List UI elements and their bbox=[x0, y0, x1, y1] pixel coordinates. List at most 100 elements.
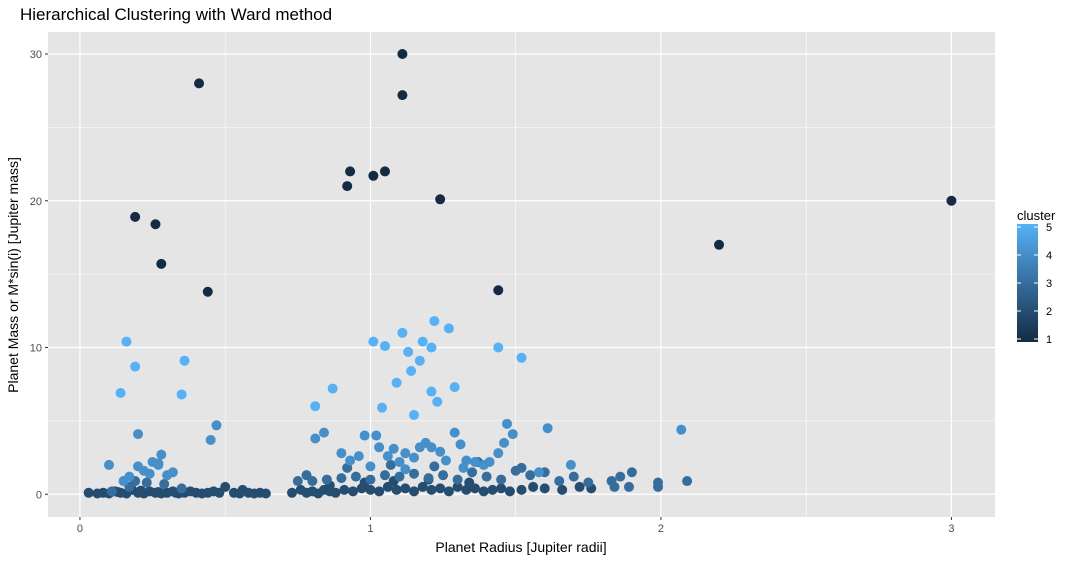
data-point bbox=[133, 429, 144, 440]
data-point bbox=[554, 476, 565, 487]
data-point bbox=[493, 448, 504, 459]
data-point bbox=[443, 323, 454, 334]
x-axis: 0 1 2 3 bbox=[77, 517, 954, 535]
x-tick-label: 1 bbox=[367, 523, 373, 535]
legend-title: cluster bbox=[1017, 208, 1056, 223]
y-tick-label: 20 bbox=[30, 196, 42, 208]
data-point bbox=[435, 194, 446, 205]
data-point bbox=[345, 166, 356, 177]
data-point bbox=[409, 452, 420, 463]
data-point bbox=[533, 467, 544, 478]
data-point bbox=[377, 402, 388, 413]
data-point bbox=[310, 433, 321, 444]
data-point bbox=[516, 352, 527, 363]
data-point bbox=[426, 442, 437, 453]
data-point bbox=[365, 461, 376, 472]
legend-tick-label: 4 bbox=[1046, 250, 1052, 262]
x-axis-title: Planet Radius [Jupiter radii] bbox=[435, 539, 606, 555]
data-point bbox=[583, 477, 594, 488]
data-point bbox=[179, 355, 190, 366]
data-point bbox=[220, 481, 231, 492]
data-point bbox=[310, 401, 321, 412]
data-point bbox=[336, 448, 347, 459]
data-point bbox=[287, 487, 298, 498]
data-point bbox=[104, 459, 115, 470]
data-point bbox=[205, 434, 216, 445]
data-point bbox=[141, 477, 152, 488]
data-point bbox=[435, 483, 446, 494]
data-point bbox=[374, 486, 385, 497]
data-point bbox=[130, 361, 141, 372]
data-point bbox=[330, 487, 341, 498]
data-point bbox=[350, 471, 361, 482]
data-point bbox=[493, 342, 504, 353]
data-point bbox=[194, 78, 205, 89]
data-points bbox=[83, 49, 957, 499]
data-point bbox=[339, 484, 350, 495]
data-point bbox=[432, 396, 443, 407]
data-point bbox=[379, 341, 390, 352]
data-point bbox=[440, 455, 451, 466]
data-point bbox=[484, 456, 495, 467]
data-point bbox=[144, 468, 155, 479]
data-point bbox=[379, 470, 390, 481]
data-point bbox=[487, 484, 498, 495]
data-point bbox=[121, 336, 132, 347]
data-point bbox=[391, 377, 402, 388]
data-point bbox=[452, 481, 463, 492]
x-tick-label: 0 bbox=[77, 523, 83, 535]
data-point bbox=[449, 382, 460, 393]
data-point bbox=[391, 484, 402, 495]
data-point bbox=[499, 437, 510, 448]
data-point bbox=[501, 418, 512, 429]
data-point bbox=[423, 473, 434, 484]
data-point bbox=[443, 486, 454, 497]
data-point bbox=[365, 484, 376, 495]
data-point bbox=[525, 470, 536, 481]
data-point bbox=[382, 451, 393, 462]
data-point bbox=[153, 487, 164, 498]
data-point bbox=[400, 483, 411, 494]
x-tick-label: 3 bbox=[948, 523, 954, 535]
data-point bbox=[156, 449, 167, 460]
data-point bbox=[429, 461, 440, 472]
data-point bbox=[130, 211, 141, 222]
data-point bbox=[359, 430, 370, 441]
data-point bbox=[318, 427, 329, 438]
data-point bbox=[301, 470, 312, 481]
data-point bbox=[714, 239, 725, 250]
data-point bbox=[409, 486, 420, 497]
data-point bbox=[528, 481, 539, 492]
data-point bbox=[496, 483, 507, 494]
data-point bbox=[682, 476, 693, 487]
data-point bbox=[565, 459, 576, 470]
legend-ticks: 5 4 3 2 1 bbox=[1017, 222, 1052, 346]
data-point bbox=[150, 219, 161, 230]
data-point bbox=[516, 462, 527, 473]
data-point bbox=[429, 316, 440, 327]
data-point bbox=[353, 451, 364, 462]
legend-tick-label: 5 bbox=[1046, 222, 1052, 234]
data-point bbox=[609, 481, 620, 492]
data-point bbox=[397, 90, 408, 101]
legend-tick-label: 3 bbox=[1046, 278, 1052, 290]
minor-gridlines bbox=[48, 32, 995, 517]
data-point bbox=[115, 387, 126, 398]
legend-tick-label: 2 bbox=[1046, 306, 1052, 318]
data-point bbox=[653, 481, 664, 492]
data-point bbox=[417, 336, 428, 347]
data-point bbox=[211, 420, 222, 431]
data-point bbox=[153, 458, 164, 469]
data-point bbox=[470, 456, 481, 467]
y-axis: 0 10 20 30 bbox=[30, 49, 48, 501]
y-tick-label: 30 bbox=[30, 49, 42, 61]
data-point bbox=[403, 346, 414, 357]
legend-colorbar bbox=[1017, 224, 1038, 342]
data-point bbox=[388, 443, 399, 454]
data-point bbox=[106, 486, 117, 497]
data-point bbox=[496, 474, 507, 485]
data-point bbox=[327, 383, 338, 394]
data-point bbox=[568, 471, 579, 482]
data-point bbox=[397, 327, 408, 338]
